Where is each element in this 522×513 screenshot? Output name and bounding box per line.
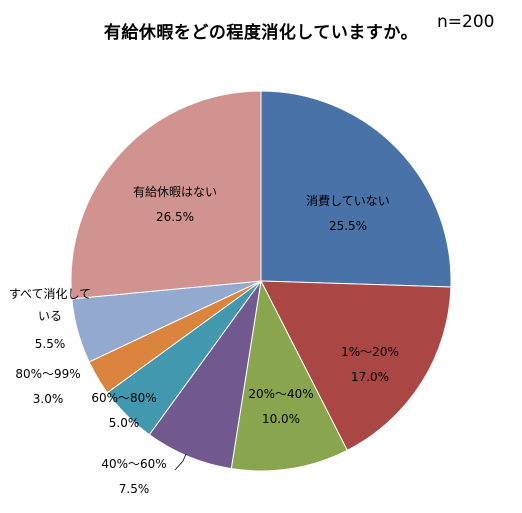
sample-size-label: n=200 <box>437 12 495 32</box>
slice-label: 60%～80% 5.0% <box>91 391 156 430</box>
slice-value-text: 10.0% <box>262 412 300 426</box>
slice-value-text: 26.5% <box>156 210 194 224</box>
slice-category-text: 60%～80% <box>91 391 156 405</box>
leader-line <box>174 453 187 471</box>
slice-category-text: 80%～99% <box>15 367 80 381</box>
slice-label: 消費していない 25.5% <box>306 193 390 233</box>
pie-slice <box>260 90 452 288</box>
pie-slice <box>70 90 262 300</box>
slice-label: 有給休暇はない 26.5% <box>133 185 217 224</box>
slice-label: 20%～40% 10.0% <box>248 387 313 426</box>
slice-category-text: いる <box>38 309 62 323</box>
slice-label: 1%～20% 17.0% <box>341 345 399 384</box>
slice-label: 40%～60% 7.5% <box>101 457 166 496</box>
slice-label: 80%～99% 3.0% <box>15 367 80 406</box>
slice-category-text: すべて消化して <box>9 287 91 301</box>
slice-category-text: 消費していない <box>306 193 390 208</box>
slice-category-text: 40%～60% <box>101 457 166 471</box>
slice-value-text: 5.5% <box>35 337 66 351</box>
slice-category-text: 1%～20% <box>341 345 399 359</box>
slice-value-text: 17.0% <box>351 370 389 384</box>
slice-value-text: 3.0% <box>33 392 64 406</box>
slice-value-text: 5.0% <box>109 416 140 430</box>
pie-slice <box>260 280 452 451</box>
slice-value-text: 25.5% <box>329 219 367 233</box>
slice-value-text: 7.5% <box>119 482 150 496</box>
chart-title: 有給休暇をどの程度消化していますか。 <box>103 23 419 43</box>
slice-category-text: 20%～40% <box>248 387 313 401</box>
slice-category-text: 有給休暇はない <box>133 185 217 199</box>
pie-slice <box>230 279 348 472</box>
